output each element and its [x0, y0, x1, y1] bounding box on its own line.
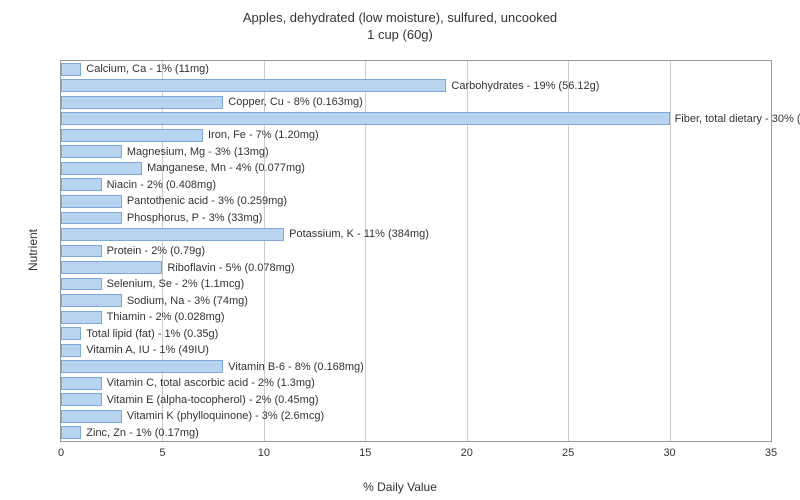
bar-row: Iron, Fe - 7% (1.20mg)	[61, 129, 771, 142]
x-tick-label: 20	[461, 447, 473, 459]
bar-label: Vitamin B-6 - 8% (0.168mg)	[223, 360, 364, 373]
bar-label: Iron, Fe - 7% (1.20mg)	[203, 129, 319, 142]
bar	[61, 145, 122, 158]
bar-row: Total lipid (fat) - 1% (0.35g)	[61, 327, 771, 340]
bar	[61, 393, 102, 406]
y-axis-label: Nutrient	[26, 229, 40, 271]
bar-label: Fiber, total dietary - 30% (7.4g)	[670, 112, 800, 125]
bar	[61, 311, 102, 324]
bar	[61, 195, 122, 208]
bar	[61, 344, 81, 357]
bar-label: Zinc, Zn - 1% (0.17mg)	[81, 426, 198, 439]
bar-row: Carbohydrates - 19% (56.12g)	[61, 79, 771, 92]
x-axis-label: % Daily Value	[363, 480, 437, 494]
bar	[61, 261, 162, 274]
bar-row: Manganese, Mn - 4% (0.077mg)	[61, 162, 771, 175]
bar	[61, 410, 122, 423]
bar-label: Copper, Cu - 8% (0.163mg)	[223, 96, 363, 109]
bar-row: Fiber, total dietary - 30% (7.4g)	[61, 112, 771, 125]
bar-row: Selenium, Se - 2% (1.1mcg)	[61, 278, 771, 291]
bar-label: Vitamin K (phylloquinone) - 3% (2.6mcg)	[122, 410, 324, 423]
bar-row: Copper, Cu - 8% (0.163mg)	[61, 96, 771, 109]
bar-label: Vitamin A, IU - 1% (49IU)	[81, 344, 209, 357]
bar-row: Phosphorus, P - 3% (33mg)	[61, 212, 771, 225]
title-line1: Apples, dehydrated (low moisture), sulfu…	[243, 10, 557, 25]
bar	[61, 162, 142, 175]
bar	[61, 63, 81, 76]
bar-label: Selenium, Se - 2% (1.1mcg)	[102, 278, 245, 291]
x-tick-label: 35	[765, 447, 777, 459]
chart-title: Apples, dehydrated (low moisture), sulfu…	[0, 0, 800, 44]
bar-row: Pantothenic acid - 3% (0.259mg)	[61, 195, 771, 208]
bar-row: Thiamin - 2% (0.028mg)	[61, 311, 771, 324]
bar-label: Pantothenic acid - 3% (0.259mg)	[122, 195, 287, 208]
bar	[61, 129, 203, 142]
bar-label: Magnesium, Mg - 3% (13mg)	[122, 145, 269, 158]
bar	[61, 294, 122, 307]
x-tick-label: 10	[258, 447, 270, 459]
bar	[61, 278, 102, 291]
bar-label: Potassium, K - 11% (384mg)	[284, 228, 429, 241]
bar-row: Riboflavin - 5% (0.078mg)	[61, 261, 771, 274]
bar-row: Protein - 2% (0.79g)	[61, 245, 771, 258]
bar-row: Sodium, Na - 3% (74mg)	[61, 294, 771, 307]
bar-label: Niacin - 2% (0.408mg)	[102, 178, 216, 191]
bar	[61, 178, 102, 191]
bar	[61, 377, 102, 390]
bar	[61, 212, 122, 225]
x-tick-label: 25	[562, 447, 574, 459]
bar-row: Calcium, Ca - 1% (11mg)	[61, 63, 771, 76]
bar-row: Niacin - 2% (0.408mg)	[61, 178, 771, 191]
bar	[61, 327, 81, 340]
plot-area: 05101520253035Calcium, Ca - 1% (11mg)Car…	[60, 60, 772, 442]
bar-label: Total lipid (fat) - 1% (0.35g)	[81, 327, 218, 340]
title-line2: 1 cup (60g)	[367, 27, 433, 42]
x-tick-label: 5	[159, 447, 165, 459]
bar-row: Vitamin A, IU - 1% (49IU)	[61, 344, 771, 357]
bar-row: Vitamin C, total ascorbic acid - 2% (1.3…	[61, 377, 771, 390]
bar-label: Vitamin C, total ascorbic acid - 2% (1.3…	[102, 377, 315, 390]
bar-label: Manganese, Mn - 4% (0.077mg)	[142, 162, 305, 175]
bar-label: Thiamin - 2% (0.028mg)	[102, 311, 225, 324]
bar-label: Vitamin E (alpha-tocopherol) - 2% (0.45m…	[102, 393, 319, 406]
bar-row: Vitamin B-6 - 8% (0.168mg)	[61, 360, 771, 373]
bar	[61, 426, 81, 439]
bar-label: Riboflavin - 5% (0.078mg)	[162, 261, 294, 274]
bar	[61, 79, 446, 92]
x-tick-label: 30	[663, 447, 675, 459]
bar-label: Sodium, Na - 3% (74mg)	[122, 294, 248, 307]
bar-row: Vitamin E (alpha-tocopherol) - 2% (0.45m…	[61, 393, 771, 406]
bar-label: Calcium, Ca - 1% (11mg)	[81, 63, 209, 76]
bar-row: Zinc, Zn - 1% (0.17mg)	[61, 426, 771, 439]
nutrient-chart: Apples, dehydrated (low moisture), sulfu…	[0, 0, 800, 500]
bar	[61, 96, 223, 109]
bar-row: Vitamin K (phylloquinone) - 3% (2.6mcg)	[61, 410, 771, 423]
bar-row: Magnesium, Mg - 3% (13mg)	[61, 145, 771, 158]
x-tick-label: 15	[359, 447, 371, 459]
bar	[61, 245, 102, 258]
bar	[61, 228, 284, 241]
bar-label: Phosphorus, P - 3% (33mg)	[122, 212, 263, 225]
bar	[61, 112, 670, 125]
x-tick-label: 0	[58, 447, 64, 459]
bar-label: Protein - 2% (0.79g)	[102, 245, 205, 258]
bar-label: Carbohydrates - 19% (56.12g)	[446, 79, 599, 92]
bar	[61, 360, 223, 373]
bar-row: Potassium, K - 11% (384mg)	[61, 228, 771, 241]
